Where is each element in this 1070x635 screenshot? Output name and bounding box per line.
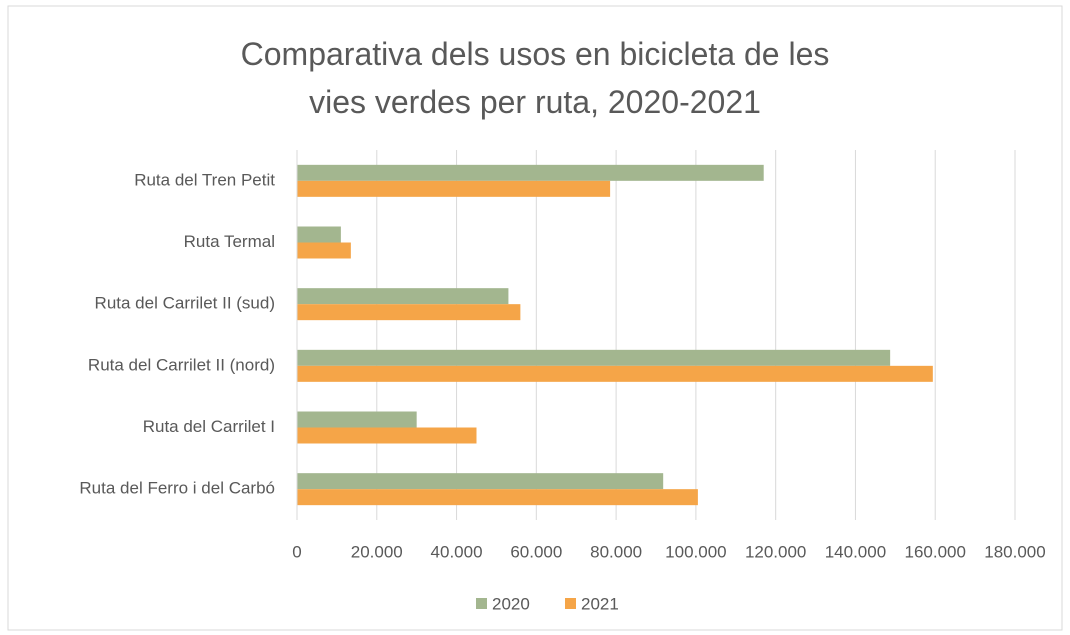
y-tick-label: Ruta del Ferro i del Carbó [79,479,275,498]
legend-swatch [565,598,576,609]
legend-label: 2020 [492,594,530,613]
x-tick-label: 80.000 [590,542,642,561]
bar [297,304,521,321]
x-tick-label: 100.000 [665,542,726,561]
chart-title: Comparativa dels usos en bicicleta de le… [240,36,830,120]
bar [297,365,933,382]
y-tick-label: Ruta del Carrilet I [143,417,275,436]
legend-swatch [476,598,487,609]
y-tick-label: Ruta del Carrilet II (nord) [88,355,275,374]
x-tick-label: 180.000 [984,542,1045,561]
chart-border [7,5,1063,631]
legend-label: 2021 [581,594,619,613]
bar [297,427,477,444]
bar [297,489,698,506]
x-tick-label: 120.000 [745,542,806,561]
bar [297,226,341,243]
bar [297,164,764,181]
x-tick-label: 60.000 [510,542,562,561]
x-tick-label: 20.000 [351,542,403,561]
bar [297,242,351,259]
x-tick-label: 0 [292,542,301,561]
x-tick-label: 160.000 [904,542,965,561]
y-tick-label: Ruta del Carrilet II (sud) [95,294,275,313]
x-tick-label: 140.000 [825,542,886,561]
bar [297,473,664,490]
bar [297,411,417,428]
y-tick-label: Ruta del Tren Petit [134,170,275,189]
bar [297,288,509,305]
bar [297,180,611,197]
y-tick-label: Ruta Termal [184,232,275,251]
bar [297,349,891,366]
x-tick-label: 40.000 [431,542,483,561]
